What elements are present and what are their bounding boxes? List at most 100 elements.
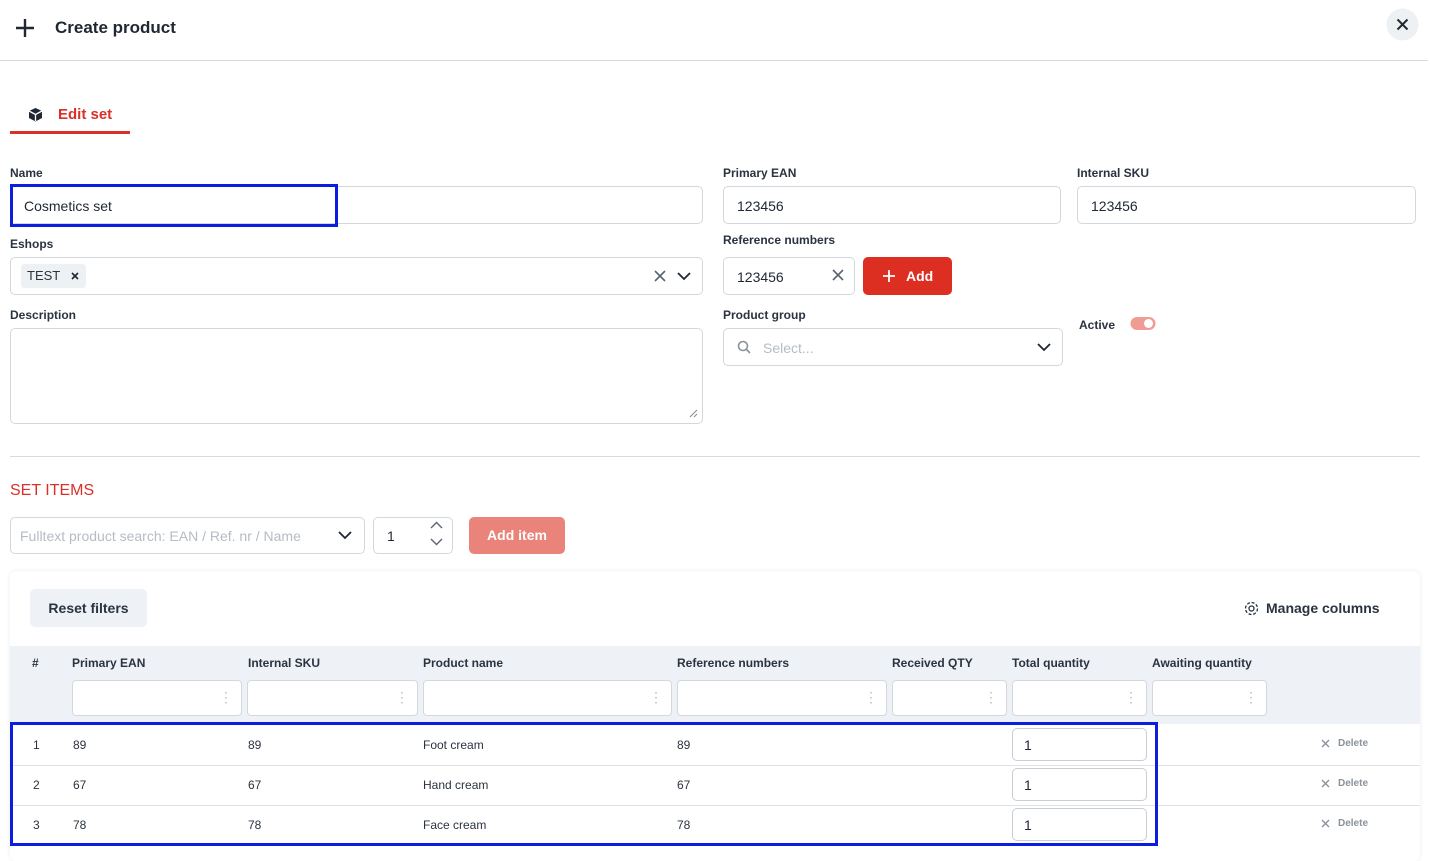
chevron-icon[interactable]	[677, 271, 691, 281]
column-filter[interactable]	[677, 680, 887, 716]
field-label: Description	[10, 308, 77, 322]
row-divider	[10, 765, 1420, 766]
column-header: #	[32, 656, 39, 670]
tag-remove[interactable]	[71, 272, 79, 280]
primary-ean-input[interactable]	[723, 186, 1061, 224]
product-search[interactable]	[10, 517, 365, 554]
tag-label: TEST	[27, 268, 61, 283]
field-label: Reference numbers	[723, 233, 836, 247]
input-value: 1	[387, 528, 395, 544]
delete-button[interactable]: Delete	[1321, 818, 1368, 829]
cell: 78	[73, 818, 87, 832]
cell: 78	[248, 818, 262, 832]
cell: Face cream	[423, 818, 487, 832]
cell: 89	[248, 738, 262, 752]
clear-icon[interactable]	[654, 270, 666, 282]
tab-label[interactable]: Edit set	[58, 106, 113, 123]
column-filter[interactable]	[1152, 680, 1267, 716]
delete-icon	[1321, 779, 1330, 788]
add-item-button[interactable]: Add item	[469, 517, 565, 554]
quantity-input[interactable]	[1012, 808, 1147, 841]
delete-icon	[1321, 739, 1330, 748]
clear-icon[interactable]	[832, 269, 844, 281]
input-value: 1	[1024, 777, 1032, 793]
quantity-input[interactable]	[1012, 728, 1147, 761]
description-textarea[interactable]	[10, 328, 703, 424]
column-header: Product name	[423, 656, 504, 670]
placeholder: Select...	[763, 340, 814, 356]
column-filter[interactable]	[1012, 680, 1147, 716]
add-button[interactable]: Add	[863, 257, 952, 295]
cell: 67	[73, 778, 87, 792]
section-divider	[10, 456, 1420, 457]
internal-sku-input[interactable]	[1077, 186, 1416, 224]
cell: 1	[33, 738, 40, 752]
eshop-tag: TEST	[21, 264, 87, 288]
spinner[interactable]	[430, 520, 443, 547]
column-header: Internal SKU	[248, 656, 321, 670]
reference-input[interactable]	[723, 257, 855, 295]
chevron-icon	[1037, 343, 1051, 352]
search-icon	[737, 340, 751, 354]
cell: Hand cream	[423, 778, 489, 792]
cell: Foot cream	[423, 738, 484, 752]
plus-icon	[883, 270, 895, 282]
cell: 78	[677, 818, 691, 832]
box-icon	[28, 108, 43, 122]
plus-icon	[16, 19, 34, 37]
input-value: 1	[1024, 737, 1032, 753]
gear-icon	[1244, 601, 1259, 616]
field-label: Active	[1079, 318, 1116, 332]
cell: 89	[73, 738, 87, 752]
delete-label: Delete	[1338, 778, 1369, 789]
column-filter[interactable]	[423, 680, 672, 716]
delete-button[interactable]: Delete	[1321, 778, 1368, 789]
close-button[interactable]	[1386, 8, 1419, 41]
cell: 89	[677, 738, 691, 752]
input-value: 123456	[737, 269, 784, 285]
input-value: 123456	[737, 198, 784, 214]
quantity-input[interactable]	[1012, 768, 1147, 801]
header-divider	[0, 60, 1428, 61]
manage-columns-button[interactable]: Manage columns	[1266, 600, 1380, 616]
column-header: Total quantity	[1012, 656, 1090, 670]
name-input[interactable]	[10, 186, 703, 224]
field-label: Internal SKU	[1077, 166, 1150, 180]
column-header: Primary EAN	[72, 656, 146, 670]
column-header: Received QTY	[892, 656, 973, 670]
header-title: Create product	[55, 18, 176, 37]
column-filter[interactable]	[72, 680, 242, 716]
tab-underline	[10, 131, 130, 134]
delete-label: Delete	[1338, 818, 1369, 829]
delete-label: Delete	[1338, 738, 1369, 749]
placeholder: Fulltext product search: EAN / Ref. nr /…	[20, 528, 301, 544]
field-label: Product group	[723, 308, 806, 322]
row-divider	[10, 805, 1420, 806]
cell: 67	[248, 778, 262, 792]
field-label: Primary EAN	[723, 166, 797, 180]
input-value: 1	[1024, 817, 1032, 833]
quantity-input[interactable]	[373, 517, 453, 554]
field-label: Eshops	[10, 237, 54, 251]
delete-button[interactable]: Delete	[1321, 738, 1368, 749]
input-value: Cosmetics set	[24, 198, 112, 214]
input-value: 123456	[1091, 198, 1138, 214]
cell: 3	[33, 818, 40, 832]
cell: 67	[677, 778, 691, 792]
delete-icon	[1321, 819, 1330, 828]
column-header: Awaiting quantity	[1152, 656, 1252, 670]
field-label: Name	[10, 166, 43, 180]
resize-handle	[689, 409, 698, 418]
column-filter[interactable]	[892, 680, 1007, 716]
reset-filters-button[interactable]: Reset filters	[30, 589, 147, 627]
product-group-select[interactable]	[723, 328, 1063, 366]
eshops-select[interactable]	[10, 257, 703, 295]
cell: 2	[33, 778, 40, 792]
column-filter[interactable]	[247, 680, 418, 716]
button-label: Add	[906, 268, 934, 284]
column-header: Reference numbers	[677, 656, 790, 670]
chevron-icon	[338, 531, 352, 540]
section-title: SET ITEMS	[10, 482, 95, 499]
active-toggle[interactable]	[1130, 316, 1156, 331]
